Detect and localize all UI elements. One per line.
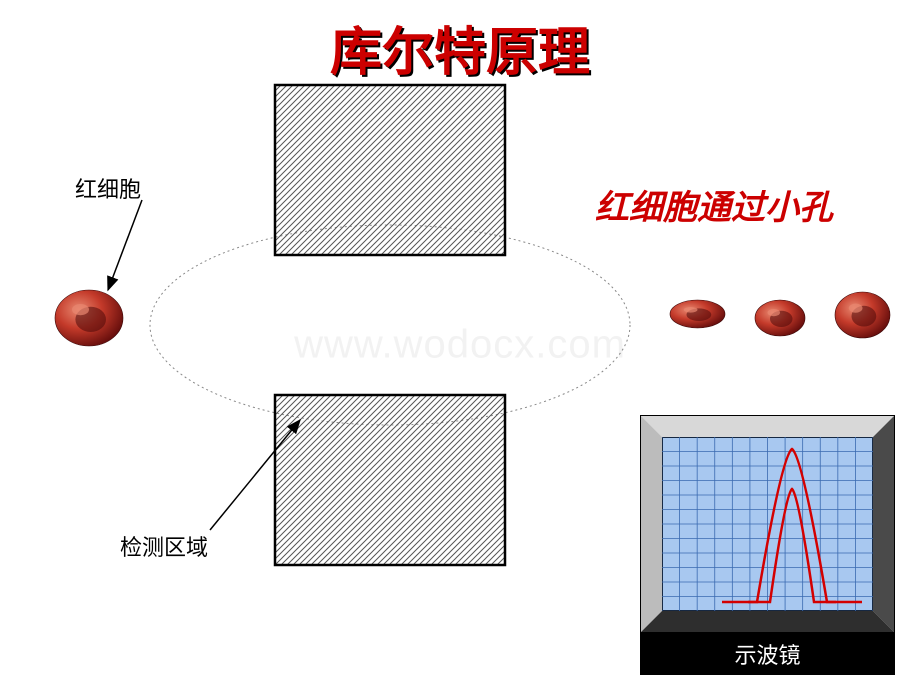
block-bottom bbox=[275, 395, 505, 565]
label-detect-zone-text: 检测区域 bbox=[120, 535, 208, 560]
cell-r1 bbox=[670, 300, 725, 328]
label-detect-zone: 检测区域 bbox=[120, 530, 208, 562]
oscilloscope-label-text: 示波镜 bbox=[734, 638, 800, 670]
cell-left bbox=[55, 290, 123, 346]
label-red-cell: 红细胞 bbox=[75, 172, 141, 204]
cell-r2 bbox=[755, 300, 805, 336]
oscilloscope-screen bbox=[662, 437, 873, 611]
block-top bbox=[275, 85, 505, 255]
oscilloscope-label-bar: 示波镜 bbox=[640, 633, 895, 675]
oscilloscope: 示波镜 bbox=[640, 415, 895, 675]
arrow-red-cell bbox=[108, 200, 142, 290]
annotation-text: 红细胞通过小孔 bbox=[595, 190, 833, 227]
label-red-cell-text: 红细胞 bbox=[75, 177, 141, 202]
annotation-pass-aperture: 红细胞通过小孔 bbox=[595, 180, 833, 229]
cell-r3 bbox=[835, 292, 890, 338]
